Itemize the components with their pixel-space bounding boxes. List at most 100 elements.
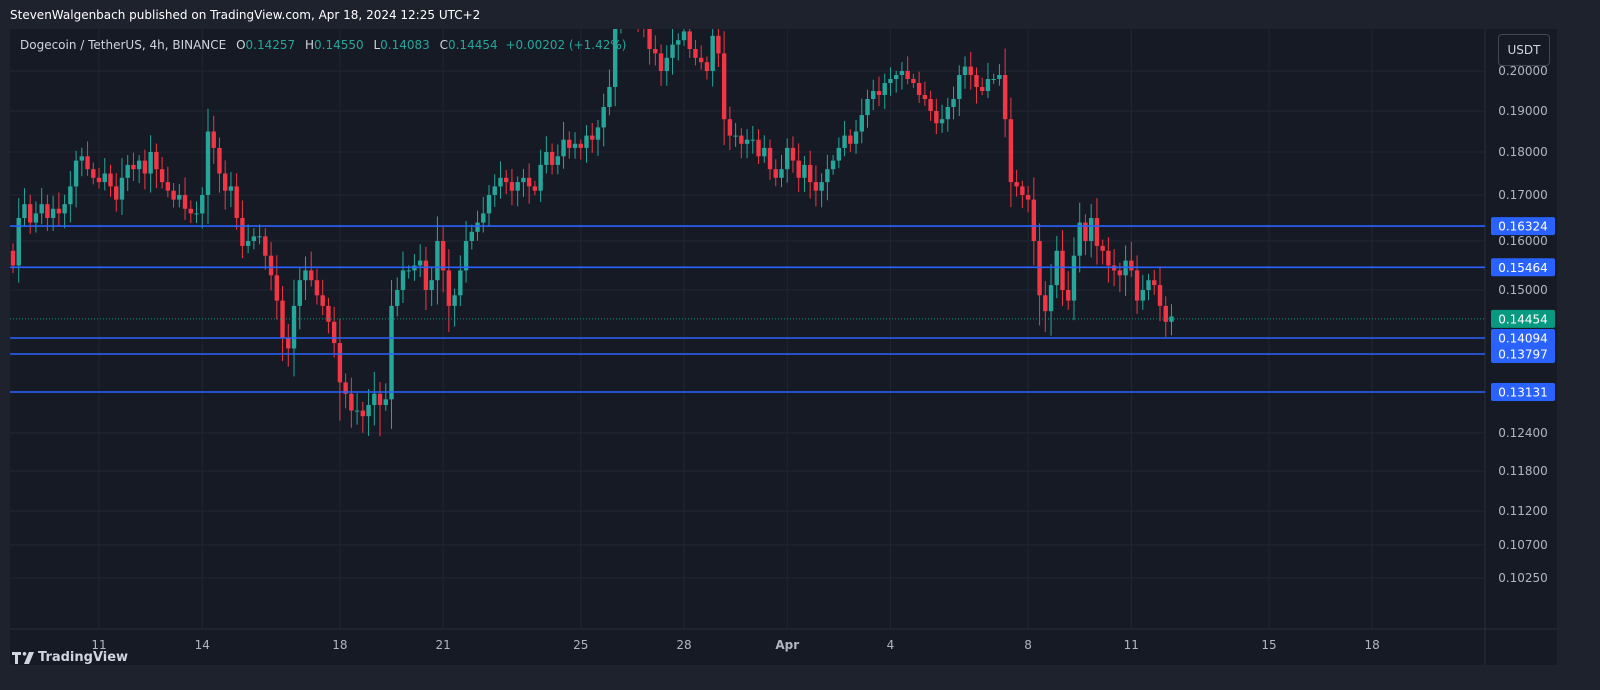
candle-body <box>509 182 515 191</box>
candle-body <box>905 71 910 79</box>
candle-body <box>234 186 239 218</box>
candle-body <box>383 399 388 405</box>
candle-body <box>504 177 509 183</box>
candle-body <box>16 218 21 266</box>
time-tick-label: 14 <box>195 638 210 652</box>
candle-body <box>756 139 761 157</box>
candle-body <box>785 147 790 170</box>
level-price-tag <box>1491 258 1555 277</box>
currency-button[interactable]: USDT <box>1498 34 1550 66</box>
candle-body <box>945 107 951 120</box>
candle-body <box>1043 295 1048 312</box>
candle-body <box>612 29 618 88</box>
candle-body <box>331 321 337 344</box>
price-chart[interactable]: 0.16324 0.15464 0.14454 0.14094 0.13797 0.131… <box>10 29 1557 665</box>
candle-body <box>991 79 996 80</box>
candle-body <box>727 119 733 136</box>
candle-body <box>280 300 285 338</box>
candle-body <box>515 182 520 191</box>
price-tag-text: 0.14094 <box>1498 332 1548 346</box>
candle-body <box>893 75 899 79</box>
candle-body <box>1014 182 1019 187</box>
candle-body <box>245 241 251 246</box>
grid <box>10 29 1557 665</box>
candle-body <box>521 177 526 183</box>
candle-body <box>268 255 274 276</box>
tradingview-logo-icon <box>12 651 34 664</box>
candle-body <box>1117 270 1123 276</box>
candle-body <box>871 91 876 99</box>
candle-body <box>578 143 583 148</box>
candle-body <box>865 99 870 116</box>
price-tick-label: 0.16000 <box>1498 234 1548 248</box>
candle-body <box>50 208 56 218</box>
candle-body <box>687 31 692 49</box>
chart-pane[interactable]: 0.16324 0.15464 0.14454 0.14094 0.13797 0.131… <box>10 29 1557 665</box>
candle-body <box>928 99 933 111</box>
candle-body <box>859 115 864 132</box>
candle-body <box>68 186 73 205</box>
candle-body <box>807 164 813 183</box>
candle-body <box>177 195 182 200</box>
candle-body <box>802 164 807 178</box>
candle-body <box>653 49 658 54</box>
candle-body <box>1129 260 1134 271</box>
candle-body <box>584 135 589 148</box>
candle-body <box>693 49 698 58</box>
candle-body <box>750 139 756 141</box>
candle-body <box>79 156 85 161</box>
candle-body <box>274 275 280 301</box>
candle-body <box>825 169 830 183</box>
time-tick-label: 4 <box>887 638 895 652</box>
candle-body <box>486 195 492 214</box>
price-tick-label: 0.10700 <box>1498 538 1548 552</box>
candle-body <box>309 270 314 281</box>
candle-body <box>45 204 50 218</box>
candle-body <box>1146 280 1151 290</box>
candle-body <box>251 236 257 241</box>
candle-body <box>1020 186 1025 195</box>
high-value: 0.14550 <box>314 38 364 52</box>
candle-body <box>997 75 1002 79</box>
candle-body <box>934 111 939 124</box>
price-tag-text: 0.14454 <box>1498 312 1548 326</box>
price-tag-text: 0.13131 <box>1498 386 1548 400</box>
candle-body <box>492 186 497 195</box>
price-axis: 0.20000 0.19000 0.18000 0.17000 0.16000 0.150… <box>1498 64 1548 585</box>
candle-body <box>1163 305 1168 322</box>
candle-body <box>222 173 228 191</box>
time-axis: 11 14 18 21 25 28 Apr 4 8 11 15 18 <box>91 638 1379 652</box>
candle-body <box>297 280 302 306</box>
candle-body <box>767 147 773 170</box>
price-tick-label: 0.18000 <box>1498 145 1548 159</box>
candle-body <box>96 177 102 183</box>
candle-body <box>607 87 612 107</box>
level-price-tag <box>1491 329 1555 347</box>
tradingview-logo[interactable]: TradingView <box>12 650 128 665</box>
candle-body <box>349 393 354 411</box>
candle-body <box>658 53 664 71</box>
low-key: L <box>373 38 381 52</box>
candle-body <box>291 305 297 349</box>
level-price-tag <box>1491 345 1555 363</box>
level-price-tag <box>1491 383 1555 401</box>
time-tick-label: 11 <box>1124 638 1139 652</box>
ohlc-legend: Dogecoin / TetherUS, 4h, BINANCE O0.1425… <box>20 38 626 52</box>
candle-body <box>320 295 325 306</box>
candle-body <box>916 83 922 95</box>
time-tick-label: 28 <box>676 638 691 652</box>
symbol-title[interactable]: Dogecoin / TetherUS, 4h, BINANCE <box>20 38 227 52</box>
candle-body <box>119 177 125 200</box>
candle-body <box>148 152 153 174</box>
candle-body <box>142 160 148 174</box>
candle-body <box>211 131 216 148</box>
candle-body <box>853 131 859 144</box>
candle-body <box>469 231 474 241</box>
time-tick-label: 21 <box>435 638 450 652</box>
candle-body <box>125 164 130 178</box>
candle-body <box>1077 222 1082 256</box>
candle-body <box>744 139 750 144</box>
candle-body <box>980 87 985 91</box>
price-tag-text: 0.13797 <box>1498 348 1548 362</box>
candle-body <box>429 280 434 290</box>
